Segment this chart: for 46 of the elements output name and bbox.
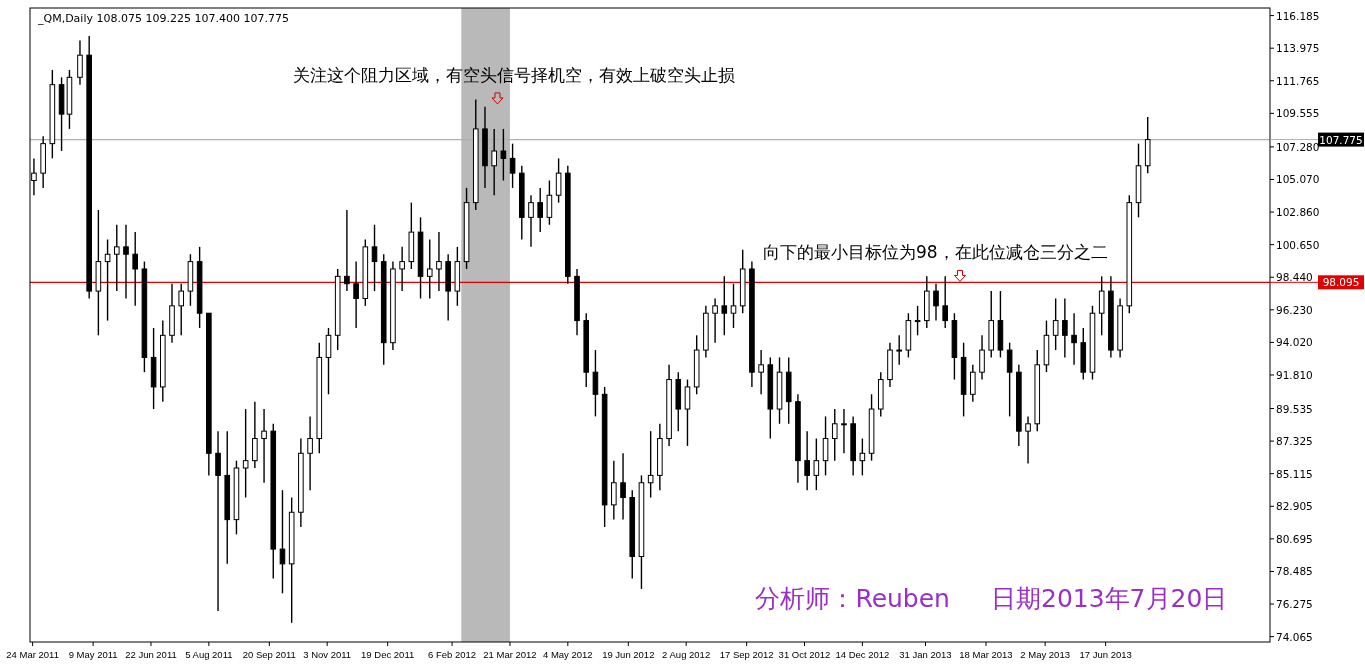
y-tick-label: 82.905 <box>1276 500 1313 513</box>
x-tick-label: 14 Dec 2012 <box>835 649 890 660</box>
y-tick-label: 113.975 <box>1276 42 1320 55</box>
y-tick-label: 102.860 <box>1276 206 1320 219</box>
x-tick-label: 21 Mar 2012 <box>483 649 537 660</box>
y-tick-label: 89.535 <box>1276 402 1313 415</box>
y-tick-label: 78.485 <box>1276 565 1313 578</box>
x-tick-label: 18 Mar 2013 <box>959 649 1013 660</box>
y-tick-label: 74.065 <box>1276 630 1313 643</box>
annotation: 向下的最小目标位为98，在此位减仓三分之二 <box>762 242 1108 263</box>
annotation: 日期2013年7月20日 <box>991 584 1228 614</box>
x-tick-label: 2 Aug 2012 <box>662 649 711 660</box>
x-tick-label: 19 Jun 2012 <box>602 649 655 660</box>
x-tick-label: 4 May 2012 <box>542 649 593 660</box>
y-tick-label: 111.765 <box>1276 74 1320 87</box>
x-tick-label: 9 May 2011 <box>68 649 118 660</box>
x-tick-label: 20 Sep 2011 <box>242 649 296 660</box>
y-tick-label: 105.070 <box>1276 173 1320 186</box>
x-tick-label: 24 Mar 2011 <box>6 649 59 660</box>
y-tick-label: 116.185 <box>1276 9 1320 22</box>
y-tick-label: 98.440 <box>1276 271 1313 284</box>
x-tick-label: 2 May 2013 <box>1020 649 1070 660</box>
ref-line-label: 98.095 <box>1322 276 1360 289</box>
chart-title: _QM,Daily 108.075 109.225 107.400 107.775 <box>37 12 289 25</box>
x-tick-label: 17 Sep 2012 <box>719 649 774 660</box>
y-tick-label: 109.555 <box>1276 107 1320 120</box>
y-tick-label: 100.650 <box>1276 238 1320 251</box>
y-tick-label: 85.115 <box>1276 467 1313 480</box>
y-tick-label: 76.275 <box>1276 598 1313 611</box>
x-tick-label: 31 Jan 2013 <box>899 649 952 660</box>
x-tick-label: 19 Dec 2011 <box>361 649 415 660</box>
y-tick-label: 87.325 <box>1276 435 1313 448</box>
x-tick-label: 17 Jun 2013 <box>1079 649 1132 660</box>
annotation: 分析师：Reuben <box>755 584 950 614</box>
x-tick-label: 31 Oct 2012 <box>778 649 831 660</box>
x-tick-label: 3 Nov 2011 <box>303 649 352 660</box>
y-tick-label: 91.810 <box>1276 368 1313 381</box>
y-tick-label: 107.280 <box>1276 140 1320 153</box>
y-tick-label: 96.230 <box>1276 303 1313 316</box>
y-tick-label: 94.020 <box>1276 336 1313 349</box>
x-tick-label: 6 Feb 2012 <box>428 649 477 660</box>
y-tick-label: 80.695 <box>1276 532 1313 545</box>
x-tick-label: 22 Jun 2011 <box>125 649 177 660</box>
x-tick-label: 5 Aug 2011 <box>185 649 233 660</box>
ref-line-label: 107.775 <box>1319 133 1363 146</box>
annotation: 关注这个阻力区域，有空头信号择机空，有效上破空头止损 <box>292 64 735 85</box>
